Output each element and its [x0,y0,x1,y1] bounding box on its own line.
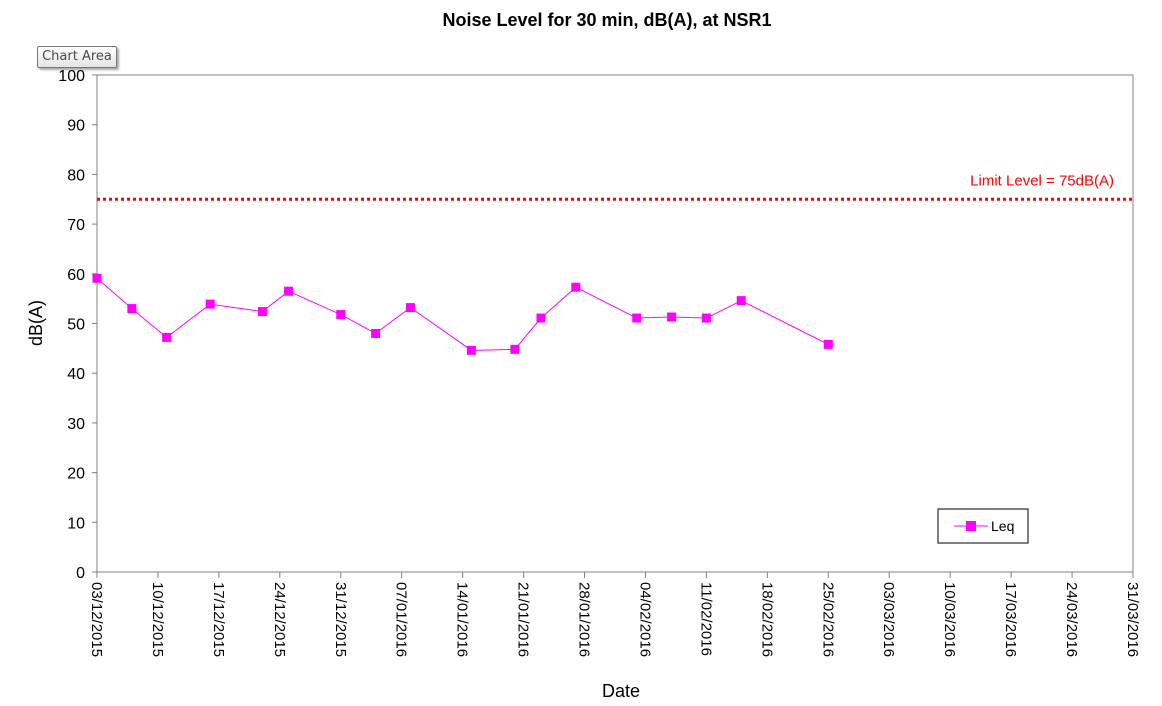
x-tick-label: 31/12/2015 [332,582,349,657]
legend-marker [966,521,976,531]
x-tick-label: 11/02/2016 [697,582,714,656]
data-point[interactable] [823,339,833,349]
x-tick-label: 10/12/2015 [149,582,166,657]
data-point[interactable] [736,296,746,306]
x-tick-label: 14/01/2016 [454,582,471,657]
data-point[interactable] [571,282,581,292]
x-tick-label: 31/03/2016 [1124,582,1141,657]
x-tick-label: 28/01/2016 [576,582,593,657]
data-point[interactable] [162,332,172,342]
y-tick-label: 70 [67,217,85,234]
x-tick-label: 21/01/2016 [515,582,532,657]
y-axis-label: dB(A) [26,300,46,346]
series-line [96,277,829,351]
data-point[interactable] [205,299,215,309]
x-tick-label: 17/12/2015 [210,582,227,657]
y-tick-label: 80 [67,167,85,184]
data-point[interactable] [127,304,137,314]
y-tick-label: 40 [67,366,85,383]
x-tick-label: 10/03/2016 [941,582,958,657]
y-tick-label: 20 [67,466,85,483]
y-tick-label: 0 [76,565,85,582]
chart-title: Noise Level for 30 min, dB(A), at NSR1 [442,10,771,30]
x-tick-label: 03/12/2015 [88,582,105,657]
legend-label: Leq [991,518,1014,534]
x-tick-label: 03/03/2016 [880,582,897,657]
x-tick-label: 04/02/2016 [636,582,653,657]
x-tick-label: 17/03/2016 [1002,582,1019,657]
data-point[interactable] [284,286,294,296]
x-tick-label: 25/02/2016 [819,582,836,657]
y-tick-label: 30 [67,416,85,433]
data-point[interactable] [536,313,546,323]
data-point[interactable] [405,303,415,313]
data-point[interactable] [92,273,102,283]
y-axis: 0 10 20 30 40 50 60 70 80 90 100 [58,68,97,582]
data-point[interactable] [701,313,711,323]
x-axis-label: Date [602,681,640,701]
plot-area[interactable] [96,74,1134,573]
legend: Leq [937,508,1029,544]
x-tick-label: 18/02/2016 [758,582,775,657]
y-tick-label: 100 [58,68,85,85]
limit-label: Limit Level = 75dB(A) [970,172,1114,189]
x-tick-label: 07/01/2016 [393,582,410,657]
y-tick-label: 10 [67,515,85,532]
x-tick-label: 24/03/2016 [1063,582,1080,657]
data-point[interactable] [667,312,677,322]
data-point[interactable] [336,310,346,320]
data-point[interactable] [371,328,381,338]
x-tick-label: 24/12/2015 [271,582,288,657]
data-point[interactable] [510,344,520,354]
x-axis: 03/12/2015 10/12/2015 17/12/2015 24/12/2015… [88,572,1141,657]
y-tick-label: 50 [67,317,85,334]
data-point[interactable] [466,345,476,355]
data-point[interactable] [257,307,267,317]
data-point[interactable] [632,313,642,323]
y-tick-label: 60 [67,267,85,284]
series-leq [92,273,833,355]
y-tick-label: 90 [67,118,85,135]
chart-area-tooltip: Chart Area [37,46,117,68]
